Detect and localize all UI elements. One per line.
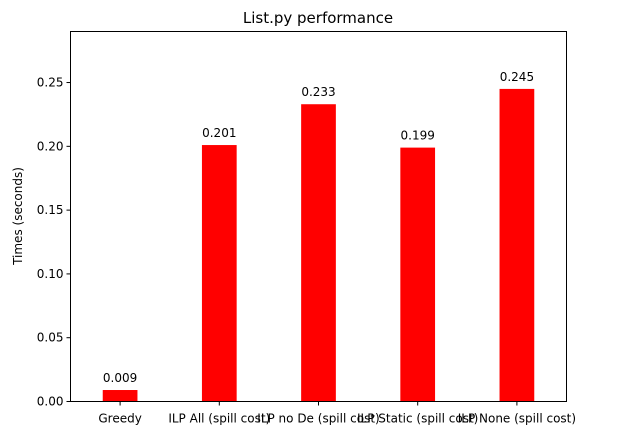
y-tick-label-2: 0.10 xyxy=(37,267,64,281)
data-labels-group: 0.009 0.201 0.233 0.199 0.245 xyxy=(103,70,534,385)
x-tick-label-0: Greedy xyxy=(98,412,141,426)
x-tick-label-3: ILP Static (spill cost) xyxy=(357,412,478,426)
x-axis: Greedy ILP All (spill cost)ILP no De (spi… xyxy=(98,401,576,426)
bar-value-label-3: 0.233 xyxy=(301,85,335,99)
y-axis-label: Times (seconds) xyxy=(11,167,25,266)
chart-title: List.py performance xyxy=(243,9,393,27)
bar-4 xyxy=(400,147,436,402)
y-tick-label-0: 0.00 xyxy=(37,395,64,409)
plot-frame xyxy=(70,31,567,402)
y-tick-label-4: 0.20 xyxy=(37,139,64,153)
bar-value-label-5: 0.245 xyxy=(500,70,534,84)
y-axis: 0.00 0.05 0.10 0.15 0.20 0.25 xyxy=(37,76,71,409)
bar-value-label-1: 0.009 xyxy=(103,371,137,385)
bar-3 xyxy=(301,104,336,402)
bar-value-label-2: 0.201 xyxy=(202,126,236,140)
bar-1 xyxy=(102,390,138,402)
bar-value-label-4: 0.199 xyxy=(401,129,435,143)
y-tick-label-5: 0.25 xyxy=(37,76,64,90)
bar-5 xyxy=(499,88,535,402)
x-tick-label-2: ILP no De (spill cost) xyxy=(257,412,379,426)
x-tick-label-4: ILP None (spill cost) xyxy=(458,412,576,426)
y-tick-label-1: 0.05 xyxy=(37,331,64,345)
bars-group xyxy=(102,88,535,402)
x-tick-label-1: ILP All (spill cost) xyxy=(168,412,270,426)
y-tick-label-3: 0.15 xyxy=(37,203,64,217)
bar-2 xyxy=(201,145,237,402)
